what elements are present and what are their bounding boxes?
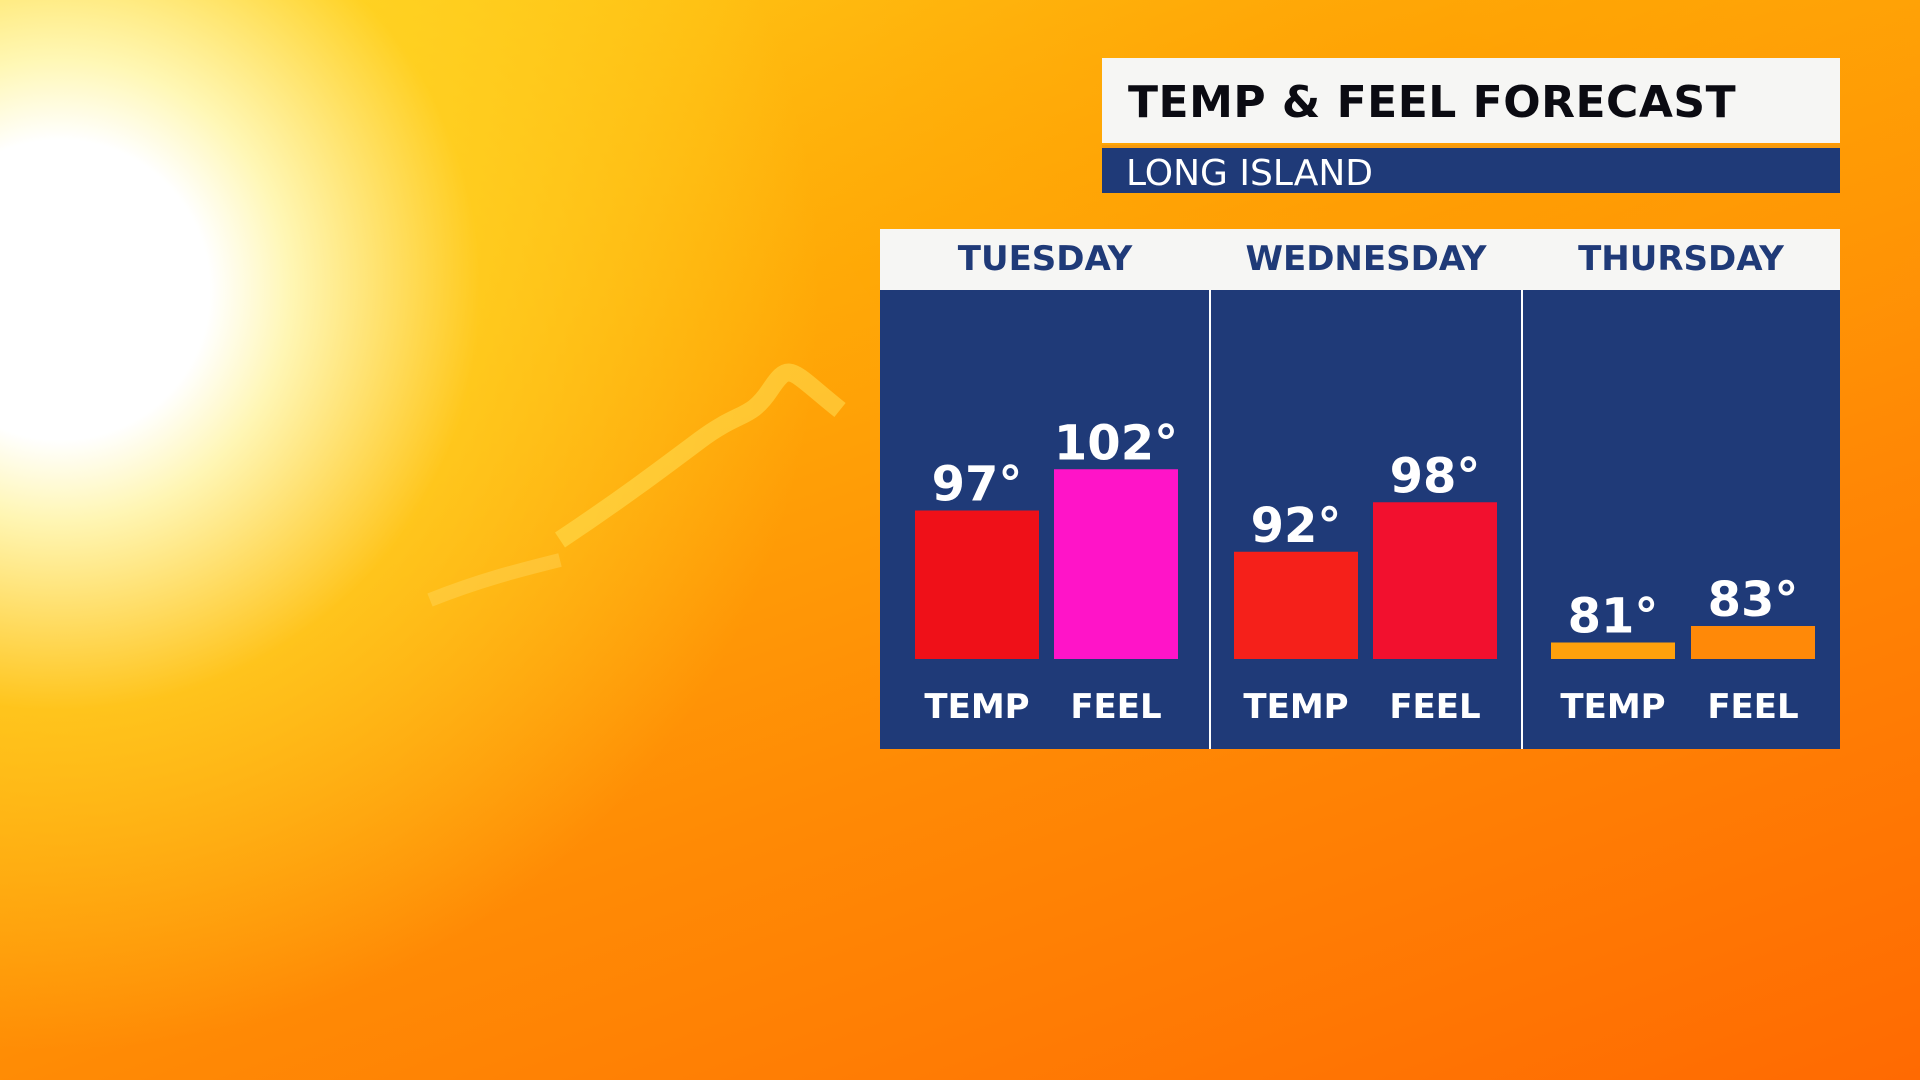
bar-label-feel: FEEL bbox=[1070, 687, 1161, 727]
day-header-wednesday: WEDNESDAY bbox=[1245, 239, 1487, 279]
value-label-feel-thursday: 83° bbox=[1708, 572, 1799, 628]
forecast-panel: TUESDAY WEDNESDAY THURSDAY 97° TEMP 102° FE… bbox=[880, 229, 1840, 749]
temperature-chart: 97° TEMP 102° FEEL 92° TEMP 98° FEEL 81° TEMP 83° F… bbox=[915, 415, 1815, 727]
location-bar: LONG ISLAND bbox=[1102, 145, 1840, 194]
day-header-tuesday: TUESDAY bbox=[957, 239, 1133, 279]
day-header-thursday: THURSDAY bbox=[1578, 239, 1784, 279]
value-label-temp-tuesday: 97° bbox=[932, 457, 1023, 513]
bar-temp-tuesday bbox=[915, 510, 1039, 659]
bar-feel-wednesday bbox=[1373, 502, 1497, 659]
location-label: LONG ISLAND bbox=[1126, 153, 1374, 194]
bar-label-temp: TEMP bbox=[1560, 687, 1665, 727]
bars-area bbox=[880, 290, 1840, 749]
value-label-feel-wednesday: 98° bbox=[1390, 448, 1481, 504]
bar-label-feel: FEEL bbox=[1707, 687, 1798, 727]
bar-label-temp: TEMP bbox=[1243, 687, 1348, 727]
bar-label-temp: TEMP bbox=[924, 687, 1029, 727]
bar-temp-wednesday bbox=[1234, 551, 1358, 659]
value-label-temp-thursday: 81° bbox=[1568, 589, 1659, 645]
bar-label-feel: FEEL bbox=[1389, 687, 1480, 727]
column-divider bbox=[1209, 290, 1211, 749]
bar-feel-tuesday bbox=[1054, 469, 1178, 659]
title-card: TEMP & FEEL FORECAST bbox=[1102, 58, 1840, 143]
value-label-feel-tuesday: 102° bbox=[1054, 415, 1178, 471]
chart-title: TEMP & FEEL FORECAST bbox=[1128, 77, 1737, 128]
day-header-row: TUESDAY WEDNESDAY THURSDAY bbox=[880, 229, 1840, 290]
bar-temp-thursday bbox=[1551, 642, 1675, 659]
value-label-temp-wednesday: 92° bbox=[1251, 498, 1342, 554]
column-divider bbox=[1521, 290, 1523, 749]
bar-feel-thursday bbox=[1691, 626, 1815, 659]
